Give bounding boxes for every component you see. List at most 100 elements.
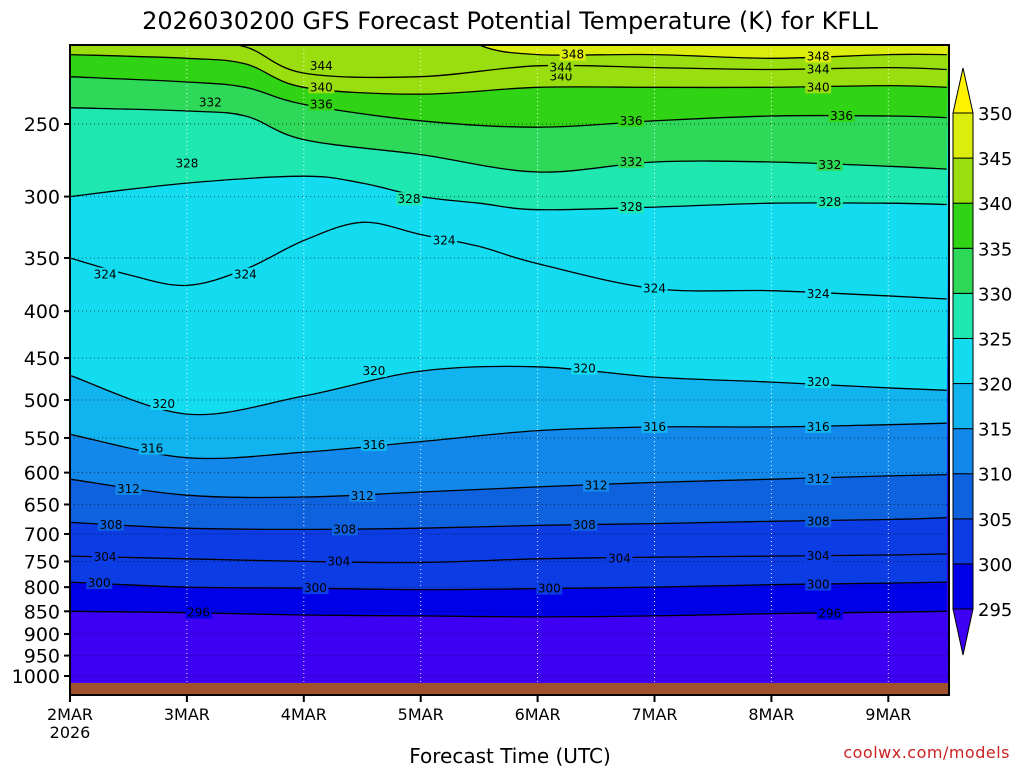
contour-label: 296: [818, 607, 841, 621]
y-tick-label: 450: [24, 348, 60, 370]
colorbar-label: 335: [978, 239, 1012, 260]
contour-label: 328: [398, 192, 421, 206]
contour-label-bg: [641, 281, 668, 295]
contour-label-bg: [805, 549, 832, 563]
contour-label: 320: [573, 362, 596, 376]
contour-label-bg: [431, 233, 458, 247]
contour-label: 336: [830, 109, 853, 123]
contour-label: 336: [620, 114, 643, 128]
ground-surface: [70, 683, 949, 695]
contour-label-bg: [150, 396, 177, 410]
contour-label: 308: [99, 518, 122, 532]
x-tick-label: 7MAR: [631, 705, 677, 724]
contour-label-bg: [641, 419, 668, 433]
contour-label-bg: [308, 58, 335, 72]
contour-label: 324: [94, 268, 117, 282]
contour-label: 344: [310, 59, 333, 73]
contour-label-bg: [547, 60, 574, 74]
y-tick-label: 550: [24, 428, 60, 450]
contour-label-bg: [805, 419, 832, 433]
contour-label-bg: [816, 606, 843, 620]
contour-label-bg: [138, 441, 165, 455]
contour-label: 300: [88, 576, 111, 590]
x-tick-label: 9MAR: [865, 705, 911, 724]
contour-label-bg: [536, 581, 563, 595]
contour-label: 316: [362, 438, 385, 452]
fill-band-348: [70, 45, 949, 59]
colorbar-label: 345: [978, 149, 1012, 170]
y-tick-label: 400: [24, 301, 60, 323]
chart-title: 2026030200 GFS Forecast Potential Temper…: [142, 7, 878, 35]
contour-label: 308: [333, 522, 356, 536]
contour-label-bg: [583, 478, 610, 492]
y-tick-label: 1000: [12, 666, 60, 688]
contour-label-bg: [805, 472, 832, 486]
contour-label: 316: [643, 420, 666, 434]
plot-frame: [69, 44, 950, 696]
x-tick-label: 6MAR: [515, 705, 561, 724]
credit-text: coolwx.com/models: [843, 743, 1010, 762]
contour-label: 324: [807, 287, 830, 301]
colorbar-label: 350: [978, 104, 1012, 125]
x-axis-title: Forecast Time (UTC): [409, 744, 611, 768]
contour-label-bg: [308, 80, 335, 94]
contour-label: 344: [550, 61, 573, 75]
contour-label: 328: [818, 195, 841, 209]
contour-label: 348: [807, 49, 830, 63]
contour-label-bg: [606, 551, 633, 565]
contour-label: 332: [199, 96, 222, 110]
contour-label: 304: [327, 554, 350, 568]
x-axis: 2MAR 3MAR 4MAR 5MAR 6MAR 7MAR 8MAR 9MAR: [47, 695, 911, 724]
x-tick-label: 8MAR: [748, 705, 794, 724]
color-fill-layer: [70, 45, 949, 695]
contour-label: 312: [807, 472, 830, 486]
contour-label-bg: [185, 605, 212, 619]
x-tick-label: 5MAR: [398, 705, 444, 724]
y-tick-label: 800: [24, 577, 60, 599]
contour-label-bg: [360, 364, 387, 378]
contour-label: 340: [807, 80, 830, 94]
contour-line-328: [70, 175, 947, 211]
colorbar-arrow-high: [952, 67, 974, 114]
contour-label: 312: [117, 482, 140, 496]
colorbar: 295 300 305 310 315 320 325 330 335 340 345 350: [952, 67, 1012, 656]
contour-label: 320: [807, 375, 830, 389]
colorbar-swatch: [952, 428, 974, 475]
y-tick-label: 850: [24, 601, 60, 623]
contour-label: 308: [573, 518, 596, 532]
contour-label-bg: [618, 154, 645, 168]
x-tick-label: 3MAR: [164, 705, 210, 724]
contour-label-bg: [816, 194, 843, 208]
y-tick-label: 650: [24, 494, 60, 516]
x-axis-year-label: 2026: [50, 723, 91, 742]
contour-label: 332: [620, 155, 643, 169]
colorbar-swatch: [952, 563, 974, 610]
y-tick-label: 500: [24, 390, 60, 412]
y-tick-label: 950: [24, 646, 60, 668]
y-tick-label: 300: [24, 187, 60, 209]
x-tick-label: 4MAR: [281, 705, 327, 724]
contour-label-bg: [805, 80, 832, 94]
colorbar-label: 320: [978, 375, 1012, 396]
contour-label: 340: [310, 80, 333, 94]
contour-label: 324: [643, 282, 666, 296]
contour-label-bg: [92, 550, 119, 564]
y-axis: 2503003504004505005506006507007508008509…: [12, 114, 70, 688]
contour-label: 300: [807, 578, 830, 592]
contour-label-bg: [325, 554, 352, 568]
contour-label-bg: [302, 581, 329, 595]
colorbar-swatch: [952, 292, 974, 339]
contour-label: 312: [351, 489, 374, 503]
contour-label-bg: [331, 522, 358, 536]
contour-label-bg: [86, 576, 113, 590]
contour-label-bg: [559, 47, 586, 61]
contour-label-bg: [173, 156, 200, 170]
contour-label-bg: [805, 49, 832, 63]
contour-label-bg: [308, 97, 335, 111]
contour-label-bg: [816, 157, 843, 171]
colorbar-label: 310: [978, 465, 1012, 486]
contour-label-bg: [92, 267, 119, 281]
contour-label-bg: [805, 514, 832, 528]
